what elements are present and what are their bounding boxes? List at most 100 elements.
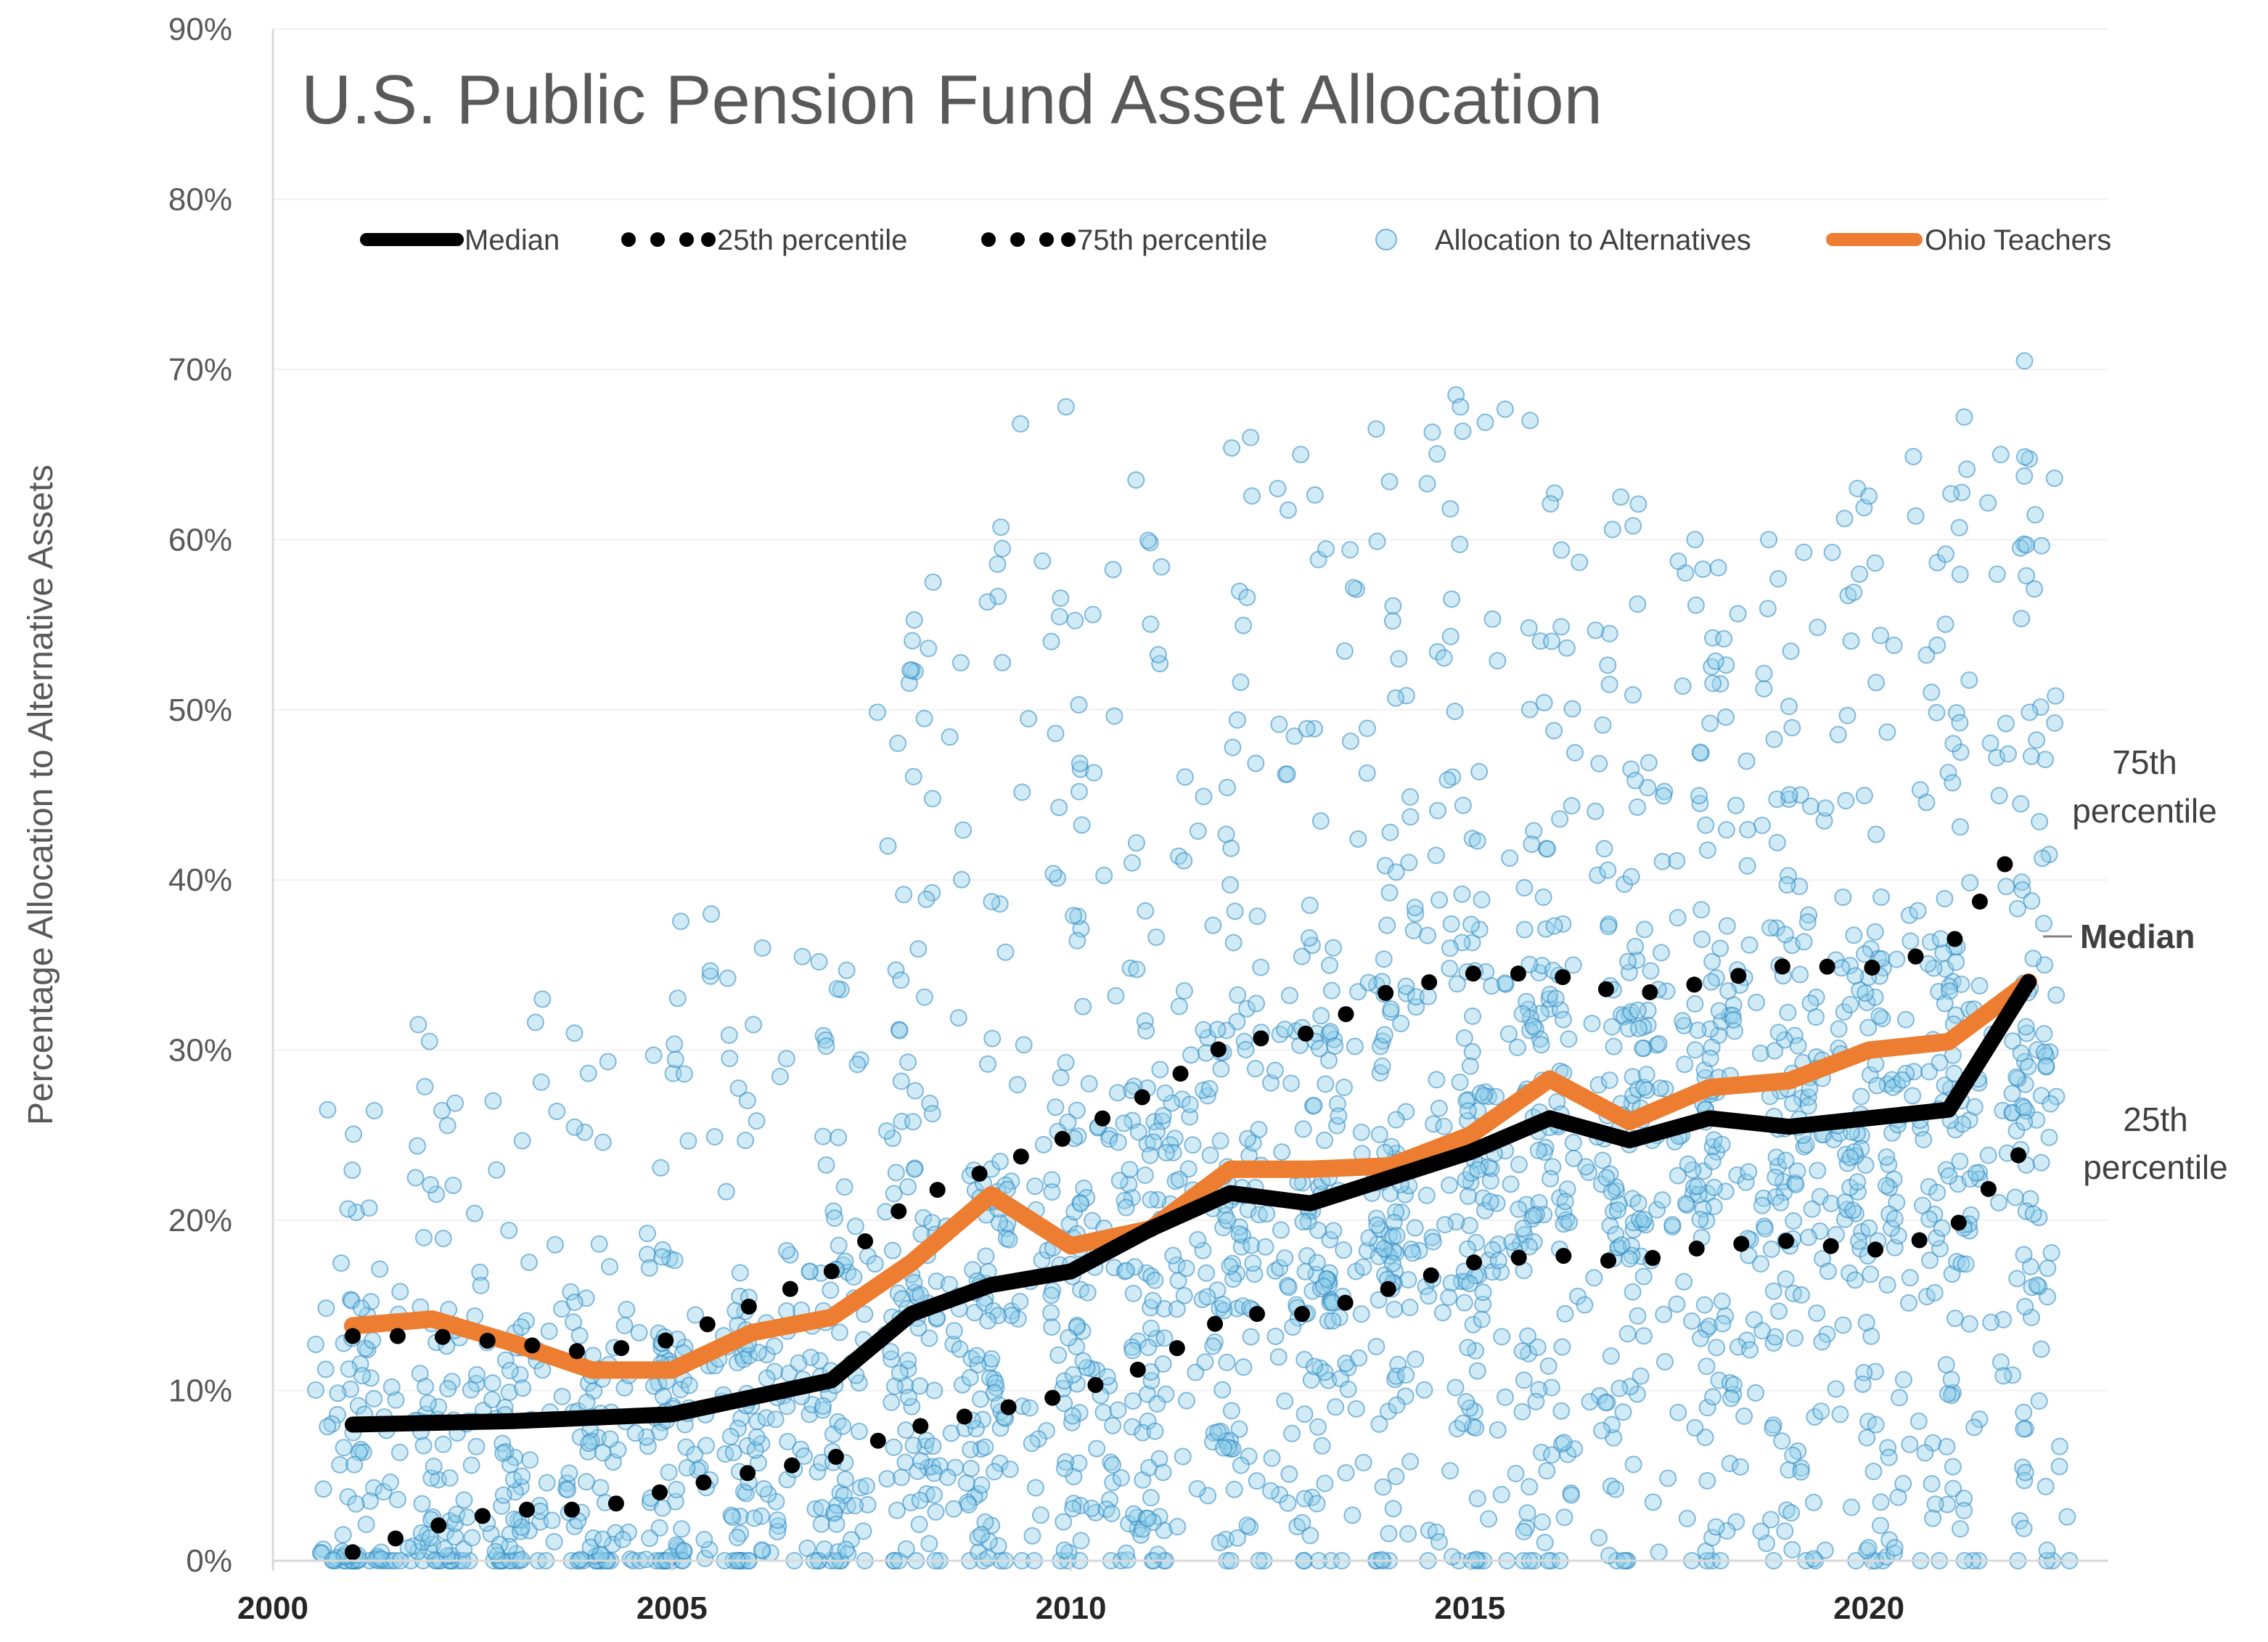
scatter-point: [1306, 486, 1324, 504]
scatter-point: [1629, 495, 1647, 513]
scatter-point: [1624, 1283, 1642, 1301]
scatter-point: [1212, 1060, 1230, 1078]
scatter-point: [1675, 1273, 1693, 1291]
scatter-point: [1501, 849, 1519, 867]
scatter-point: [1195, 1081, 1213, 1099]
scatter-point: [1055, 1513, 1073, 1531]
scatter-point: [671, 1381, 689, 1399]
scatter-point: [1692, 901, 1711, 919]
scatter-point: [594, 1133, 612, 1151]
scatter-point: [444, 1176, 462, 1194]
scatter-point: [1714, 1315, 1732, 1333]
scatter-point: [1154, 1355, 1172, 1373]
scatter-point: [991, 1153, 1010, 1171]
scatter-point: [909, 1319, 928, 1337]
scatter-point: [1764, 1419, 1782, 1437]
scatter-point: [1345, 579, 1363, 597]
scatter-point: [1507, 1464, 1525, 1482]
scatter-point: [1717, 656, 1735, 674]
scatter-point: [1102, 1504, 1121, 1522]
scatter-point: [1944, 774, 1962, 792]
scatter-point: [345, 1455, 364, 1474]
scatter-point: [1639, 753, 1658, 772]
scatter-point: [1189, 822, 1207, 840]
scatter-point: [353, 1367, 372, 1385]
scatter-point: [1816, 1541, 1834, 1559]
scatter-point: [1142, 1372, 1160, 1390]
scatter-point: [329, 1384, 347, 1402]
scatter-point: [1850, 1232, 1868, 1250]
scatter-point: [1834, 1316, 1852, 1334]
scatter-point: [1510, 1200, 1528, 1218]
scatter-point: [910, 1515, 928, 1533]
scatter-point: [857, 1477, 875, 1495]
scatter-point: [1798, 913, 1817, 931]
scatter-point: [1955, 1502, 1973, 1520]
scatter-point: [1599, 861, 1617, 879]
scatter-point: [1224, 738, 1242, 756]
scatter-point: [1397, 1366, 1415, 1384]
scatter-point: [1955, 1490, 1973, 1508]
scatter-point: [1407, 1350, 1425, 1368]
scatter-point: [1766, 1168, 1785, 1186]
scatter-point: [1204, 916, 1222, 934]
scatter-point: [1845, 926, 1863, 944]
scatter-point: [416, 1078, 434, 1096]
scatter-point: [766, 1410, 785, 1429]
scatter-point: [951, 653, 970, 671]
scatter-point: [1052, 589, 1070, 608]
scatter-point: [1942, 1371, 1960, 1389]
scatter-point: [1710, 1002, 1728, 1020]
scatter-point: [1276, 1392, 1294, 1410]
scatter-point: [2004, 1366, 2022, 1384]
scatter-point: [1031, 1506, 1049, 1524]
scatter-point: [977, 1247, 995, 1265]
scatter-point: [345, 1125, 363, 1143]
scatter-point: [1597, 1169, 1616, 1187]
scatter-point: [1552, 1402, 1571, 1420]
y-tick-label: 40%: [168, 862, 232, 898]
scatter-point: [364, 1331, 382, 1349]
scatter-point: [753, 939, 771, 957]
scatter-point: [471, 1263, 489, 1281]
scatter-point: [1502, 1175, 1520, 1193]
scatter-point: [434, 1435, 452, 1453]
scatter-point: [1701, 1049, 1719, 1067]
scatter-point: [957, 1474, 975, 1492]
scatter-point: [2045, 469, 2063, 487]
scatter-point: [729, 1079, 748, 1098]
scatter-point: [1383, 612, 1401, 630]
scatter-point: [1542, 1446, 1560, 1464]
scatter-point: [1854, 1375, 1872, 1393]
scatter-point: [1440, 1288, 1458, 1307]
scatter-point: [1050, 608, 1068, 626]
scatter-point: [1457, 1393, 1475, 1411]
scatter-point: [1846, 967, 1864, 985]
scatter-point: [1519, 1327, 1537, 1345]
scatter-point: [1947, 704, 1965, 722]
legend-ohio-label: Ohio Teachers: [1925, 224, 2111, 256]
scatter-point: [1752, 1522, 1770, 1540]
scatter-point: [906, 1082, 925, 1100]
scatter-point: [1170, 1170, 1188, 1188]
scatter-point: [1453, 885, 1471, 903]
scatter-point: [967, 1420, 985, 1438]
scatter-point: [1597, 1394, 1615, 1412]
scatter-point: [1470, 920, 1489, 939]
scatter-point: [1425, 1115, 1443, 1133]
scatter-point: [1063, 1413, 1081, 1431]
scatter-point: [1316, 1131, 1334, 1149]
scatter-point: [1178, 1392, 1196, 1410]
scatter-point: [1697, 816, 1715, 834]
scatter-point: [1033, 1251, 1051, 1269]
scatter-point: [1387, 1467, 1405, 1485]
scatter-point: [1552, 618, 1571, 636]
scatter-point: [1990, 787, 2008, 805]
scatter-point: [1279, 1494, 1297, 1512]
scatter-point: [1226, 902, 1244, 920]
scatter-point: [1547, 989, 1565, 1008]
scatter-point: [1175, 981, 1193, 1000]
scatter-point: [1916, 1444, 1934, 1462]
scatter-point: [988, 555, 1007, 573]
